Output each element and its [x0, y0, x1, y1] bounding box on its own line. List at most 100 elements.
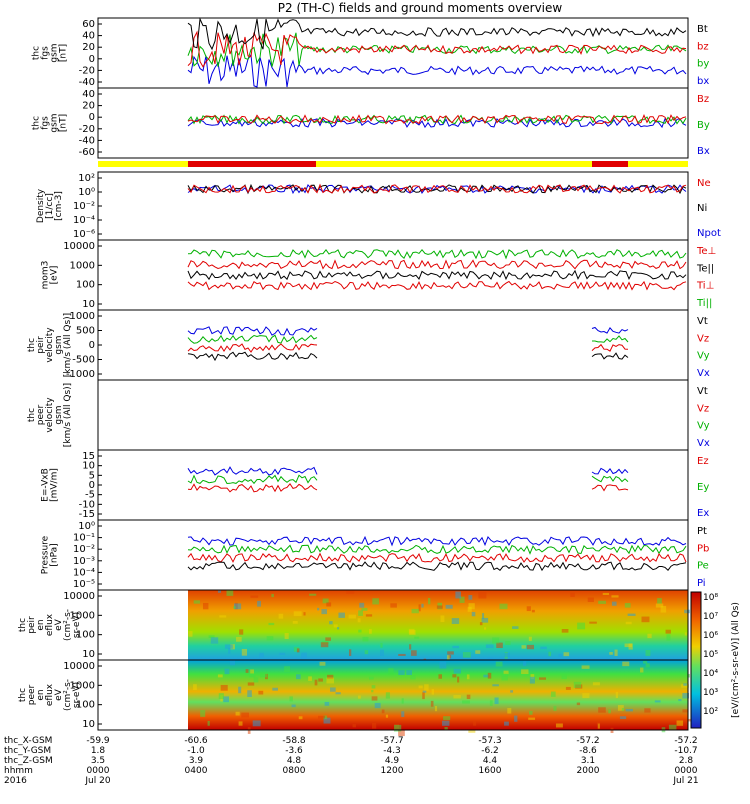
spectrogram-texture — [319, 661, 326, 666]
spectrogram-texture — [531, 609, 535, 613]
spectrogram-texture — [326, 602, 332, 607]
spectrogram-texture — [359, 602, 365, 608]
spectrogram-texture — [308, 676, 312, 681]
panel-frame — [97, 379, 689, 451]
y-tick-label: 100 — [76, 700, 95, 711]
ylabel-line: fgs — [41, 116, 51, 130]
panel-peir-spec: thc peir en eflux eV (cm²-s-sr-eV)10000100010… — [18, 589, 690, 667]
series-Ey — [187, 474, 318, 485]
spectrogram-texture — [278, 613, 284, 619]
panel-temp-legend: Te⊥ Te|| Ti⊥ Ti|| — [696, 246, 716, 309]
panel-peir-vel-ylabel: thc peir velocity gsm [km/s (All Qs)] — [27, 313, 73, 377]
legend-entry: Bx — [697, 146, 710, 157]
spectrogram-texture — [439, 661, 447, 669]
spectrogram-texture — [406, 670, 412, 675]
ylabel-line: [nPa] — [50, 543, 60, 566]
panel-frame — [97, 519, 689, 591]
panel-peer-spec-data — [188, 660, 691, 737]
spectrogram-texture — [257, 600, 261, 607]
series-Pe — [187, 544, 687, 555]
y-tick-label: -40 — [79, 77, 95, 88]
spectrogram-texture — [640, 667, 644, 673]
y-tick-label: 20 — [82, 101, 95, 112]
y-tick-label: 10⁻² — [73, 201, 95, 212]
ylabel-line: en — [36, 619, 46, 630]
series-bz — [187, 30, 687, 68]
spectrogram-texture — [258, 690, 264, 695]
spectrogram-texture — [236, 636, 242, 642]
legend-entry: Vy — [697, 351, 710, 362]
ylabel-line: gsm — [54, 405, 64, 424]
panel-frame — [97, 17, 689, 89]
spectrogram-texture — [475, 650, 481, 654]
spectrogram-texture — [629, 658, 633, 661]
spectrogram-texture — [422, 690, 427, 693]
spectrogram-texture — [401, 698, 404, 704]
spectrogram-texture — [358, 610, 363, 616]
series-Vx — [187, 326, 318, 336]
spectrogram-texture — [505, 641, 511, 645]
spectrogram-texture — [385, 714, 389, 718]
ylabel-line: peer — [36, 404, 46, 425]
xaxis-value: -57.2 — [576, 736, 599, 746]
y-tick-label: 10⁰ — [78, 521, 95, 532]
spectrogram-texture — [401, 711, 405, 717]
series-Pb — [187, 552, 687, 563]
xaxis-value: 0000 — [675, 766, 698, 776]
panel-frame — [97, 239, 689, 311]
spectrogram-texture — [219, 615, 227, 618]
spectrogram-texture — [253, 677, 259, 683]
spectrogram-texture — [394, 724, 402, 732]
panel-frame — [97, 87, 689, 159]
xaxis-value: 4.8 — [287, 756, 302, 766]
spectrogram-texture — [380, 649, 384, 656]
series-Vy-late — [592, 335, 629, 343]
spectrogram-texture — [266, 636, 274, 641]
spectrogram-texture — [684, 609, 690, 614]
spectrogram-texture — [622, 661, 630, 667]
spectrogram-texture — [318, 715, 325, 719]
xaxis-value: 0400 — [185, 766, 208, 776]
spectrogram-texture — [526, 606, 531, 612]
spectrogram-texture — [431, 689, 435, 695]
panel-fgs-dsl-legend: Bz By Bx — [697, 94, 710, 157]
spectrogram-texture — [442, 720, 450, 726]
panel-fgs-ylabel: thc fgs gsm [nT] — [32, 43, 69, 62]
spectrogram-texture — [484, 627, 487, 630]
spectrogram-texture — [495, 661, 503, 667]
spectrogram-texture — [452, 674, 457, 678]
spectrogram-texture — [434, 705, 438, 712]
spectrogram-texture — [301, 652, 307, 659]
spectrogram-texture — [453, 668, 461, 674]
legend-entry: Npot — [697, 228, 721, 239]
spectrogram-texture — [503, 670, 509, 675]
spectrogram-texture — [293, 611, 302, 617]
ylabel-line: eV — [54, 618, 64, 631]
colorbar — [690, 591, 702, 729]
ylabel-line: thc — [27, 408, 37, 422]
series-Vt-late — [591, 352, 629, 360]
spectrogram-texture — [504, 652, 510, 657]
spectrogram-texture — [233, 606, 236, 609]
spectrogram-texture — [372, 598, 379, 605]
spectrogram-texture — [523, 661, 527, 666]
xaxis-value: Jul 21 — [672, 776, 698, 786]
panel-density-data — [187, 183, 687, 195]
spectrogram-texture — [573, 681, 582, 688]
spectrogram-texture — [452, 645, 460, 649]
mode-bar — [98, 161, 688, 167]
spectrogram-texture — [657, 598, 662, 604]
y-tick-label: 100 — [76, 630, 95, 641]
spectrogram-texture — [323, 717, 331, 724]
spectrogram-texture — [238, 686, 242, 694]
spectrogram-texture — [259, 652, 264, 658]
xaxis-value: -6.2 — [481, 746, 499, 756]
spectrogram-texture — [528, 636, 532, 641]
xaxis-row-label: thc_Y-GSM — [4, 746, 51, 756]
legend-entry: Pt — [697, 526, 707, 537]
legend-entry: Pi — [697, 578, 706, 589]
legend-entry: Ni — [697, 203, 707, 214]
ylabel-line: peir — [36, 336, 46, 354]
panel-fgs-dsl-ylabel: thc fgs gsm [nT] — [32, 113, 69, 132]
